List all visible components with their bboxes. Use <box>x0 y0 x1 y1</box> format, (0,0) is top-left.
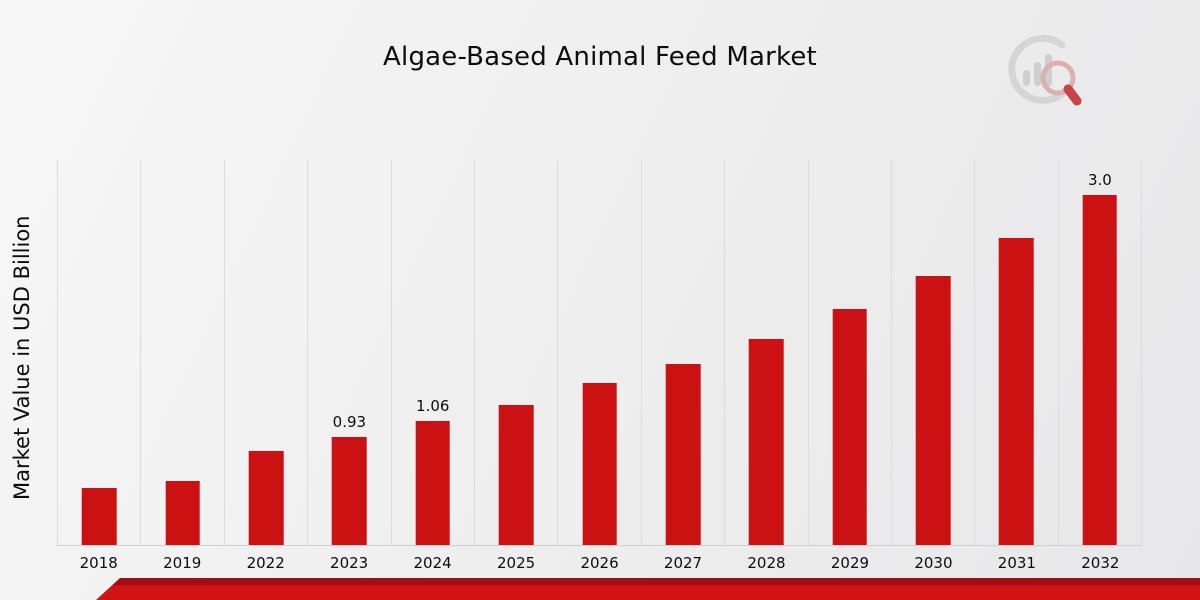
x-tick-2025: 2025 <box>496 554 536 572</box>
plot-area: 0.93 1.06 3.0 <box>57 160 1143 546</box>
x-tick-2031: 2031 <box>997 554 1036 572</box>
x-tick-2018: 2018 <box>79 554 118 572</box>
bar-value-label-2023: 0.93 <box>332 412 367 431</box>
bar-2029 <box>832 309 867 545</box>
grid-cell-2022 <box>223 160 307 545</box>
bar-2027 <box>665 364 701 545</box>
bar-2022 <box>248 450 284 545</box>
bar-2026 <box>582 382 617 545</box>
x-tick-2032: 2032 <box>1081 554 1120 572</box>
bar-2031 <box>999 238 1034 545</box>
logo-magnifier-lens <box>1040 60 1076 96</box>
bar-2030 <box>915 275 951 545</box>
bar-value-label-2032: 3.0 <box>1087 171 1112 189</box>
grid-cell-2029 <box>807 160 891 545</box>
stripe-bright <box>96 585 1200 600</box>
x-tick-2030: 2030 <box>914 554 953 572</box>
bottom-brand-stripe <box>96 578 1200 600</box>
grid-cell-2027 <box>640 160 724 545</box>
stripe-dark <box>96 578 1200 585</box>
grid-cell-2024: 1.06 <box>390 160 474 545</box>
x-tick-2028: 2028 <box>747 554 786 572</box>
x-tick-2022: 2022 <box>246 554 285 572</box>
logo-bar-tall <box>1045 54 1052 86</box>
bar-2028 <box>749 338 784 545</box>
logo-magnifier-handle <box>1063 84 1082 106</box>
grid-cell-2031 <box>974 160 1057 545</box>
x-axis: 2018 2019 2022 2023 2024 2025 2026 2027 2028 2029… <box>57 554 1142 572</box>
x-tick-2023: 2023 <box>330 554 369 572</box>
grid-cell-2028 <box>724 160 807 545</box>
chart-title: Algae-Based Animal Feed Market <box>383 42 817 72</box>
bar-chart-magnifier-logo-icon <box>1008 34 1082 106</box>
logo-ring <box>1008 34 1070 104</box>
logo-bar-medium <box>1034 62 1041 86</box>
bar-2032 <box>1082 195 1118 545</box>
x-tick-2024: 2024 <box>413 554 452 572</box>
grid-cell-2030 <box>890 160 974 545</box>
bar-value-label-2024: 1.06 <box>416 397 450 416</box>
bar-2025 <box>498 405 534 545</box>
y-axis-label: Market Value in USD Billion <box>10 215 34 500</box>
grid-cell-2023: 0.93 <box>307 160 390 545</box>
x-tick-2029: 2029 <box>830 554 870 572</box>
x-tick-2027: 2027 <box>663 554 703 572</box>
bar-2023 <box>332 436 367 545</box>
bar-2024 <box>415 421 451 545</box>
grid-cell-2026 <box>557 160 640 545</box>
grid-cell-2032: 3.0 <box>1057 160 1143 545</box>
grid-cell-2019 <box>140 160 223 545</box>
x-tick-2019: 2019 <box>163 554 202 572</box>
grid-cell-2018 <box>57 160 140 545</box>
bar-2019 <box>165 480 200 545</box>
bar-2018 <box>81 487 117 545</box>
logo-bar-short <box>1023 70 1030 86</box>
grid-cell-2025 <box>473 160 557 545</box>
x-tick-2026: 2026 <box>580 554 619 572</box>
